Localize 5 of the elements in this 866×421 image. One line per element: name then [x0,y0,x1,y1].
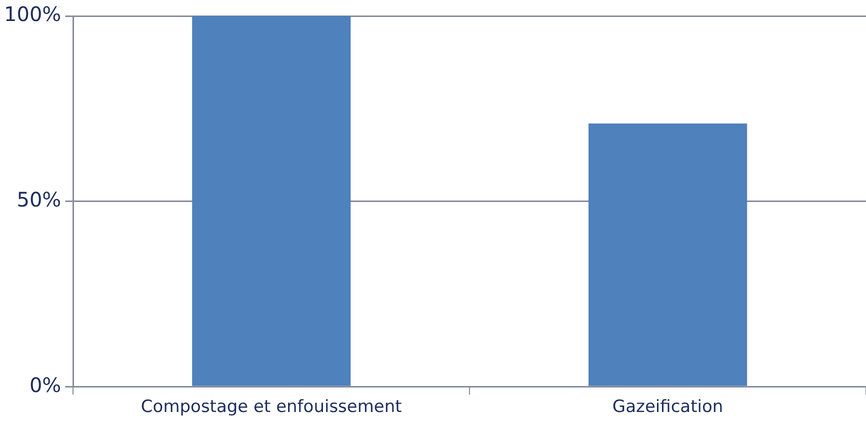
y-tick-label: 0% [29,372,62,397]
x-tick-label: Gazeification [612,397,724,418]
x-tick-label: Compostage et enfouissement [140,397,402,418]
y-tick-label: 100% [4,2,62,26]
y-tick-label: 50% [16,188,62,212]
